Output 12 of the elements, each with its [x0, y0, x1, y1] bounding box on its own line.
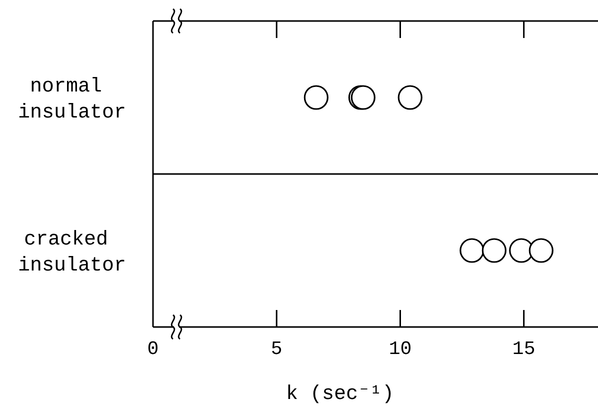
point [460, 238, 484, 263]
y-tick-label: normal insulator [18, 76, 126, 124]
x-tick-label: 10 [388, 338, 412, 360]
x-axis-title: k (sec⁻¹) [286, 382, 394, 408]
point [304, 85, 328, 110]
x-tick-label: 0 [147, 338, 159, 360]
point [398, 85, 422, 110]
point [528, 238, 554, 263]
x-tick-label: 5 [270, 338, 282, 360]
y-tick-label: cracked insulator [18, 228, 126, 278]
point [482, 238, 506, 263]
x-tick-label: 15 [512, 338, 536, 360]
